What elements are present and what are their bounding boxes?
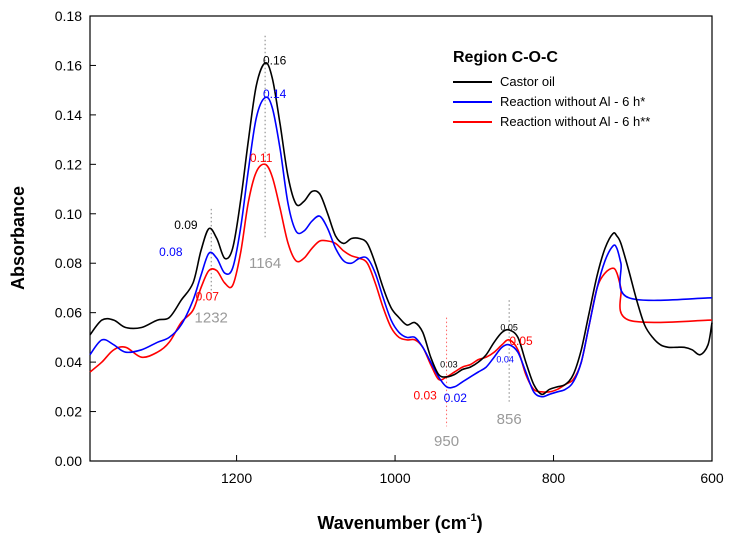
y-tick-label: 0.06 — [55, 305, 82, 321]
peak-wavenumber-label: 856 — [497, 411, 522, 428]
x-tick-label: 800 — [542, 470, 566, 486]
y-tick-label: 0.14 — [55, 107, 82, 123]
y-tick-label: 0.12 — [55, 156, 82, 172]
peak-wavenumber-label: 1164 — [249, 255, 281, 272]
value-label: 0.16 — [263, 54, 287, 68]
y-tick-label: 0.18 — [55, 8, 82, 24]
y-axis-ticks: 0.00 0.02 0.04 0.06 0.08 0.10 0.12 0.14 0.16 0.18 — [55, 8, 96, 469]
y-tick-label: 0.08 — [55, 255, 82, 271]
series-reaction-6h-2 — [89, 163, 713, 393]
value-label: 0.03 — [440, 359, 458, 369]
value-label: 0.05 — [509, 334, 533, 348]
x-axis-ticks: 1200 1000 800 600 — [221, 455, 724, 486]
value-label: 0.03 — [413, 388, 437, 402]
peak-wavenumber-label: 950 — [434, 433, 459, 450]
series-lines — [89, 62, 713, 398]
value-label: 0.08 — [159, 245, 183, 259]
x-tick-label: 1000 — [379, 470, 410, 486]
legend: Region C-O-C Castor oil Reaction without… — [453, 49, 650, 129]
value-labels: 0.16 0.14 0.11 0.09 0.08 0.07 0.03 0.02 0.03 0.05… — [159, 54, 533, 405]
value-label: 0.11 — [250, 151, 273, 165]
legend-label-reaction-2: Reaction without Al - 6 h** — [500, 114, 650, 129]
value-label: 0.05 — [500, 322, 518, 332]
value-label: 0.09 — [174, 218, 198, 232]
x-tick-label: 600 — [700, 470, 724, 486]
peak-markers: 1232 1164 950 856 — [195, 35, 522, 450]
legend-title: Region C-O-C — [453, 49, 558, 66]
plot-frame — [89, 15, 713, 462]
x-axis-title: Wavenumber (cm-1) — [317, 512, 482, 533]
peak-wavenumber-label: 1232 — [195, 310, 228, 327]
y-tick-label: 0.10 — [55, 206, 82, 222]
value-label: 0.14 — [263, 87, 287, 101]
value-label: 0.02 — [444, 391, 468, 405]
y-axis-title: Absorbance — [8, 186, 28, 290]
legend-label-castor-oil: Castor oil — [500, 74, 555, 89]
series-castor-oil — [89, 62, 713, 396]
legend-label-reaction-1: Reaction without Al - 6 h* — [500, 94, 645, 109]
y-tick-label: 0.00 — [55, 453, 82, 469]
value-label: 0.04 — [496, 354, 514, 364]
y-tick-label: 0.02 — [55, 404, 82, 420]
y-tick-label: 0.16 — [55, 57, 82, 73]
x-tick-label: 1200 — [221, 470, 252, 486]
y-tick-label: 0.04 — [55, 354, 82, 370]
value-label: 0.07 — [196, 290, 220, 304]
series-reaction-6h-1 — [89, 96, 713, 398]
